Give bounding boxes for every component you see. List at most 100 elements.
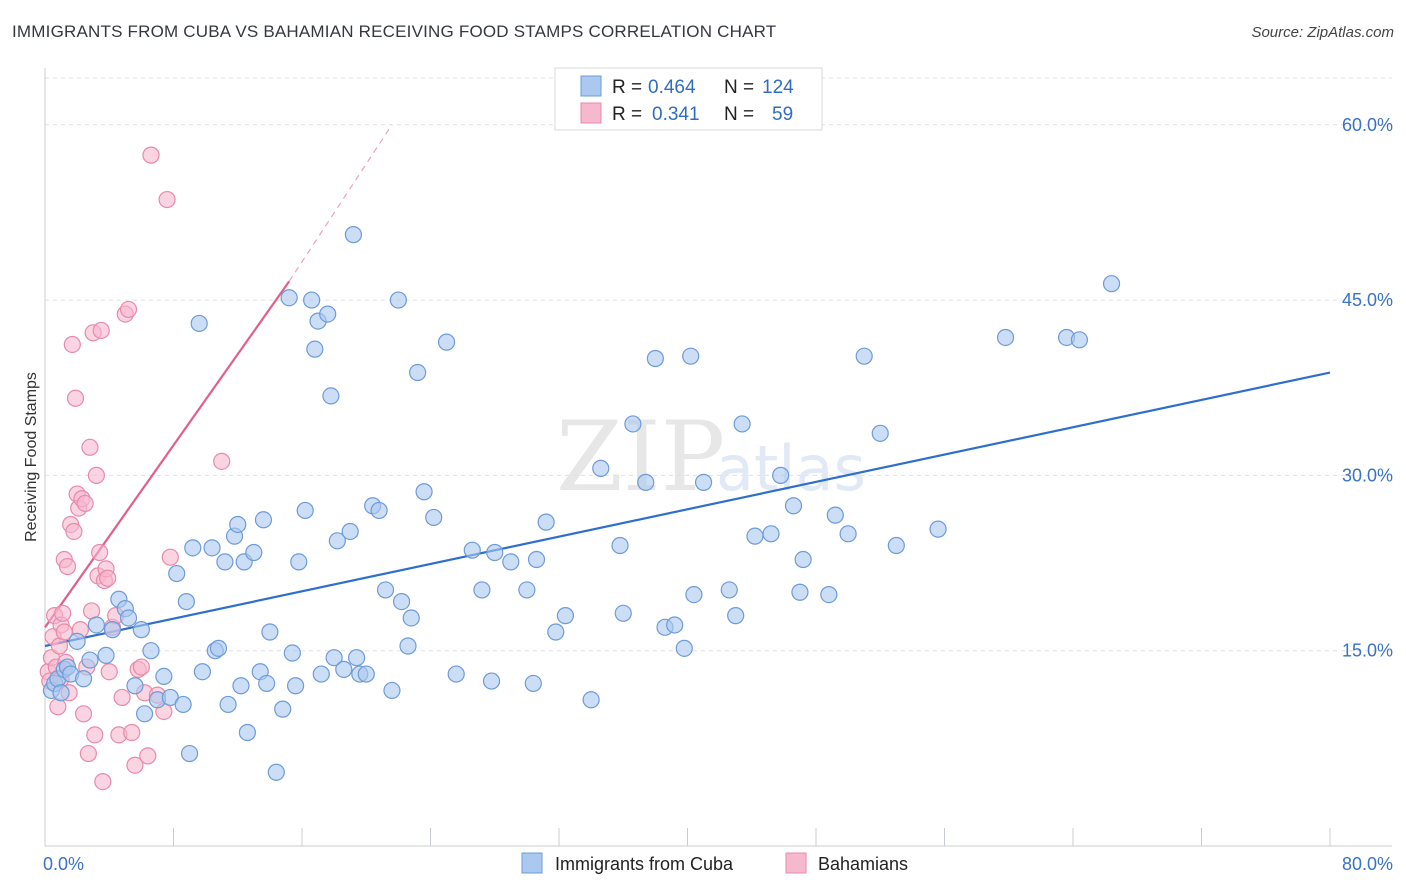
- cuba-point: [245, 543, 263, 562]
- legend-r-label-cuba: R =: [612, 77, 642, 98]
- cuba-point: [784, 497, 803, 515]
- cuba-point: [335, 660, 353, 678]
- legend-n-label-bahamians: N =: [724, 104, 754, 125]
- cuba-point: [666, 616, 684, 634]
- bahamians-point: [139, 747, 157, 765]
- cuba-point: [142, 642, 160, 660]
- bottom-legend-label-bahamians: Bahamians: [818, 854, 908, 874]
- cuba-point: [1102, 275, 1121, 293]
- cuba-point: [177, 592, 195, 611]
- cuba-point: [126, 677, 144, 695]
- bahamians-point: [58, 557, 77, 576]
- bahamians-points: [39, 146, 231, 791]
- legend-n-value-cuba: 124: [762, 77, 794, 98]
- bahamians-point: [81, 438, 99, 456]
- chart-title: IMMIGRANTS FROM CUBA VS BAHAMIAN RECEIVI…: [12, 22, 777, 41]
- cuba-point: [306, 340, 324, 358]
- cuba-point: [81, 651, 99, 669]
- cuba-point: [135, 705, 154, 723]
- cuba-point: [258, 674, 276, 693]
- watermark-atlas: atlas: [716, 432, 866, 505]
- bahamians-point: [87, 466, 106, 484]
- cuba-point: [409, 363, 427, 382]
- cuba-point: [312, 665, 330, 683]
- legend-swatch-bahamians: [580, 102, 602, 124]
- source-label: Source: ZipAtlas.com: [1251, 24, 1394, 41]
- cuba-point: [486, 543, 504, 562]
- legend-n-label-cuba: N =: [724, 77, 754, 98]
- bahamians-point: [142, 146, 160, 164]
- bahamians-point: [63, 335, 81, 354]
- cuba-point: [290, 553, 308, 571]
- y-tick-label-30: 30.0%: [1342, 465, 1393, 485]
- x-tick-label-max: 80.0%: [1342, 854, 1393, 874]
- cuba-point: [238, 723, 256, 742]
- legend-r-value-bahamians: 0.341: [652, 104, 700, 125]
- cuba-point: [524, 674, 542, 693]
- cuba-point: [261, 623, 279, 641]
- cuba-point: [733, 415, 751, 433]
- cuba-point: [996, 328, 1015, 347]
- cuba-point: [267, 763, 285, 781]
- cuba-point: [791, 583, 809, 601]
- cuba-point: [52, 684, 70, 702]
- cuba-points: [42, 226, 1121, 781]
- cuba-point: [229, 515, 247, 534]
- legend-top: R = 0.464 N = 124 R = 0.341 N = 59: [554, 67, 823, 131]
- cuba-point: [155, 667, 173, 686]
- cuba-point: [871, 424, 889, 442]
- cuba-point: [675, 639, 693, 657]
- bahamians-point: [76, 494, 94, 513]
- bahamians-point: [213, 452, 231, 470]
- cuba-point: [887, 536, 905, 555]
- legend-bottom: Immigrants from Cuba Bahamians: [521, 852, 908, 874]
- cuba-point: [794, 550, 812, 569]
- cuba-point: [556, 607, 575, 625]
- bahamians-point: [99, 569, 117, 587]
- cuba-point: [274, 700, 292, 718]
- cuba-point: [280, 289, 298, 307]
- cuba-point: [473, 581, 491, 599]
- bottom-legend-label-cuba: Immigrants from Cuba: [555, 854, 734, 874]
- tick-labels: 15.0% 30.0% 45.0% 60.0% 0.0% 80.0%: [43, 115, 1393, 874]
- bottom-legend-swatch-cuba: [521, 852, 543, 874]
- cuba-point: [682, 347, 700, 365]
- cuba-point: [97, 646, 115, 664]
- cuba-point: [399, 637, 417, 655]
- cuba-point: [592, 459, 610, 477]
- cuba-point: [190, 314, 208, 333]
- cuba-point: [415, 483, 433, 501]
- y-tick-label-45: 45.0%: [1342, 290, 1393, 310]
- bahamians-point: [49, 698, 67, 716]
- legend-r-label-bahamians: R =: [612, 104, 642, 125]
- cuba-point: [119, 609, 138, 627]
- cuba-point: [727, 607, 745, 625]
- cuba-point: [184, 539, 202, 557]
- bahamians-point: [123, 723, 141, 742]
- bahamians-point: [86, 726, 104, 744]
- cuba-point: [322, 387, 340, 405]
- cuba-point: [348, 649, 366, 667]
- y-tick-label-15: 15.0%: [1342, 641, 1393, 661]
- cuba-point: [383, 681, 401, 700]
- cuba-point: [746, 527, 764, 545]
- bahamians-point: [91, 543, 109, 562]
- trend-line-bahamians: [44, 280, 291, 628]
- trend-line-bahamians-extension: [288, 124, 393, 282]
- cuba-point: [611, 536, 629, 555]
- cuba-point: [646, 349, 664, 368]
- cuba-point: [855, 347, 873, 365]
- bahamians-point: [79, 744, 97, 763]
- bahamians-point: [65, 522, 83, 541]
- bahamians-point: [54, 604, 72, 622]
- cuba-point: [203, 539, 221, 557]
- legend-r-value-cuba: 0.464: [648, 77, 696, 98]
- cuba-point: [389, 291, 407, 309]
- cuba-point: [839, 525, 857, 543]
- cuba-point: [232, 677, 250, 695]
- bahamians-point: [126, 756, 144, 774]
- cuba-point: [929, 520, 947, 538]
- cuba-point: [463, 541, 481, 559]
- cuba-point: [341, 522, 359, 541]
- cuba-point: [720, 581, 738, 599]
